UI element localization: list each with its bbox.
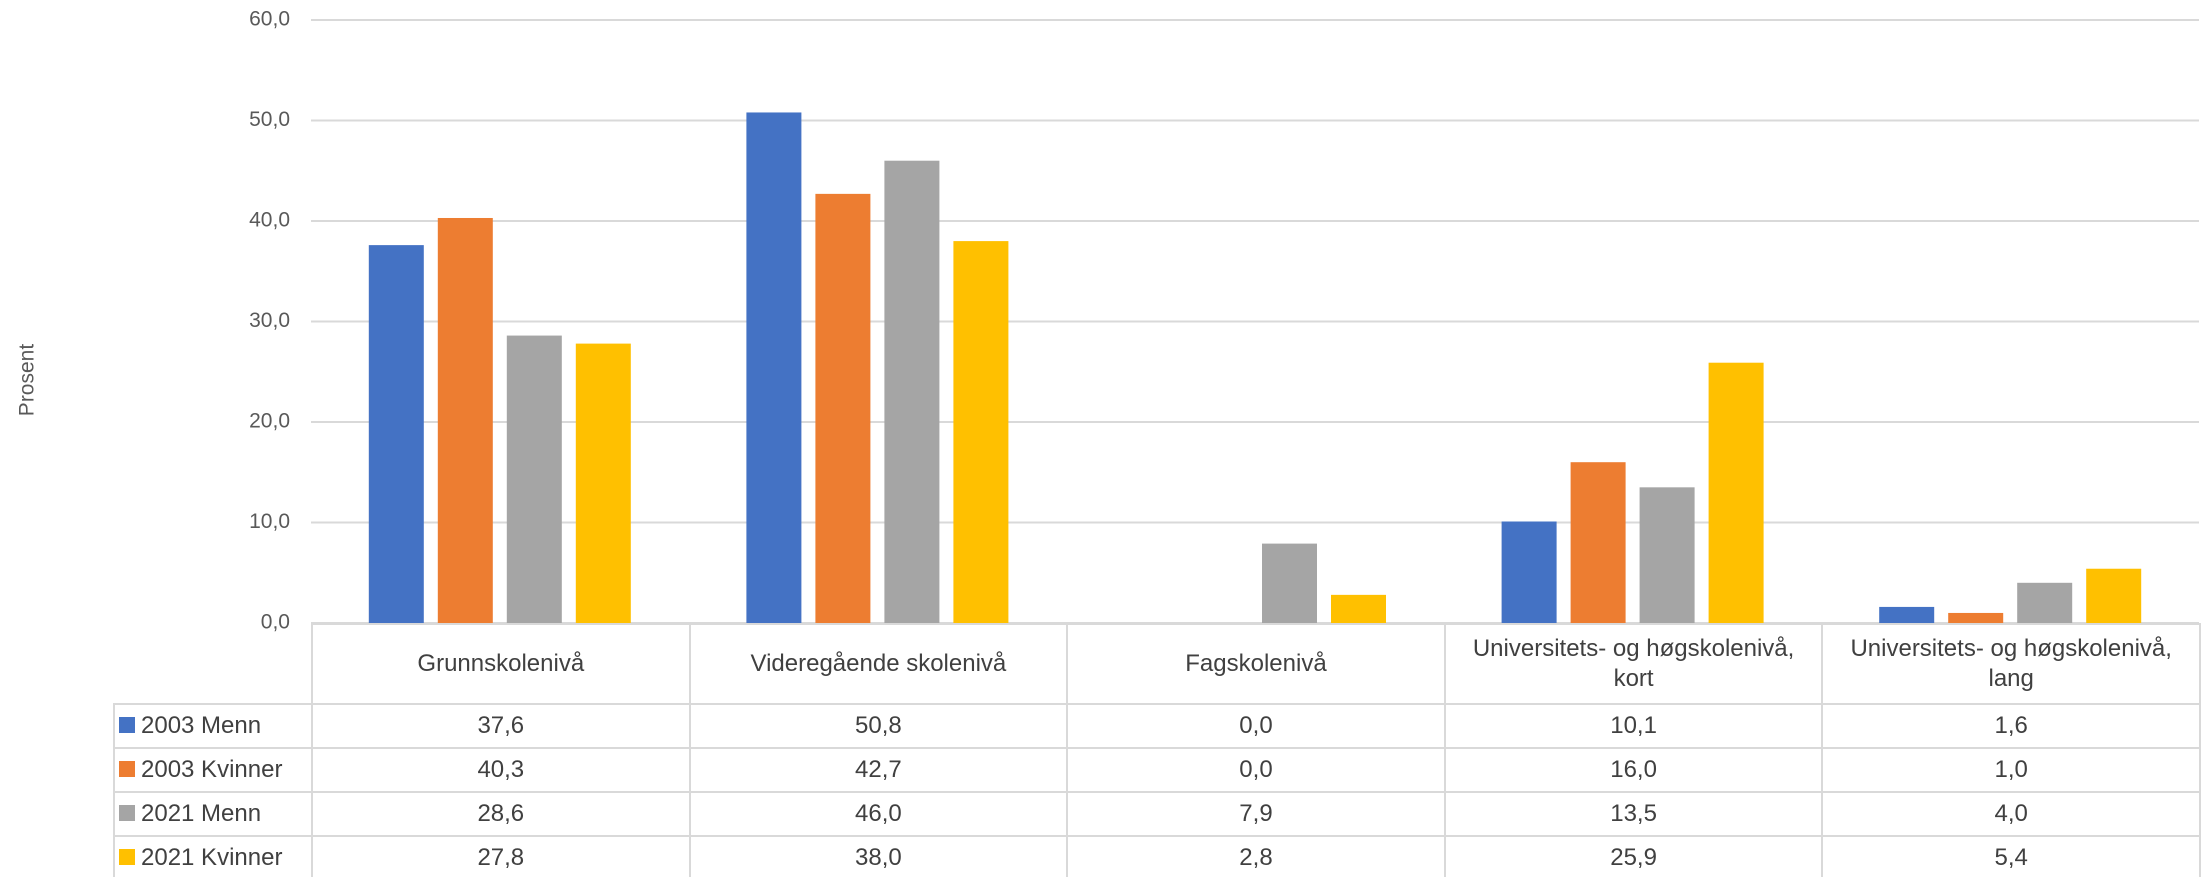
- y-tick-label: 40,0: [249, 209, 290, 232]
- legend-swatch: [119, 849, 135, 865]
- legend-swatch: [119, 805, 135, 821]
- value-label: 50,8: [688, 703, 1069, 749]
- bar: [575, 343, 631, 623]
- value-label: 4,0: [1821, 791, 2201, 837]
- series-row: 2003 Menn 37,6 50,8 0,0 10,1 1,6: [113, 703, 2201, 749]
- bar: [437, 217, 493, 624]
- value-label: 38,0: [688, 835, 1069, 877]
- bar: [368, 245, 424, 623]
- value-label: 46,0: [688, 791, 1069, 837]
- data-table: Grunnskolenivå Videregående skolenivå Fags…: [113, 623, 2201, 877]
- value-label: 40,3: [311, 747, 691, 793]
- category-label: Universitets- og høgskolenivå, lang: [1821, 623, 2201, 705]
- category-label: Universitets- og høgskolenivå, kort: [1443, 623, 1824, 705]
- bar: [1331, 594, 1386, 623]
- value-label: 42,7: [688, 747, 1069, 793]
- legend-entry: 2003 Menn: [113, 703, 313, 749]
- legend-entry: 2003 Kvinner: [113, 747, 313, 793]
- y-tick-label: 30,0: [249, 309, 290, 332]
- bar: [815, 193, 871, 624]
- bar: [506, 335, 562, 623]
- y-tick-label: 50,0: [249, 108, 290, 131]
- y-tick-label: 10,0: [249, 510, 290, 533]
- value-label: 5,4: [1821, 835, 2201, 877]
- bar: [1948, 612, 2004, 623]
- series-row: 2021 Menn 28,6 46,0 7,9 13,5 4,0: [113, 791, 2201, 837]
- legend-label: 2003 Kvinner: [141, 756, 283, 783]
- value-label: 27,8: [311, 835, 691, 877]
- legend-label: 2003 Menn: [141, 712, 262, 739]
- value-label: 28,6: [311, 791, 691, 837]
- legend-entry: 2021 Kvinner: [113, 835, 313, 877]
- bar: [1570, 462, 1626, 623]
- bar: [746, 112, 802, 624]
- y-tick-label: 20,0: [249, 410, 290, 433]
- value-label: 2,8: [1066, 835, 1446, 877]
- category-label: Grunnskolenivå: [311, 623, 691, 705]
- legend-swatch: [119, 717, 135, 733]
- category-label: Fagskolenivå: [1066, 623, 1446, 705]
- bar: [2017, 582, 2073, 623]
- legend-entry: 2021 Menn: [113, 791, 313, 837]
- bar: [1501, 521, 1557, 623]
- value-label: 7,9: [1066, 791, 1446, 837]
- legend-label: 2021 Menn: [141, 800, 262, 827]
- series-row: 2003 Kvinner 40,3 42,7 0,0 16,0 1,0: [113, 747, 2201, 793]
- header-row: Grunnskolenivå Videregående skolenivå Fags…: [114, 623, 2201, 705]
- value-label: 37,6: [311, 703, 691, 749]
- legend-label: 2021 Kvinner: [141, 844, 283, 871]
- bar: [2086, 568, 2142, 623]
- bar: [1262, 543, 1317, 623]
- y-tick-label: 60,0: [249, 8, 290, 31]
- value-label: 0,0: [1066, 703, 1446, 749]
- value-label: 10,1: [1443, 703, 1824, 749]
- value-label: 13,5: [1443, 791, 1824, 837]
- category-label: Videregående skolenivå: [688, 623, 1069, 705]
- value-label: 0,0: [1066, 747, 1446, 793]
- bar: [1708, 362, 1764, 623]
- value-label: 16,0: [1443, 747, 1824, 793]
- value-label: 1,0: [1821, 747, 2201, 793]
- y-axis-label: Prosent: [16, 344, 39, 417]
- series-row: 2021 Kvinner 27,8 38,0 2,8 25,9 5,4: [113, 835, 2201, 877]
- bar: [953, 241, 1009, 623]
- corner: [114, 624, 313, 705]
- value-label: 1,6: [1821, 703, 2201, 749]
- bar: [1639, 487, 1695, 623]
- legend-swatch: [119, 761, 135, 777]
- value-label: 25,9: [1443, 835, 1824, 877]
- bar: [884, 160, 940, 623]
- bar: [1879, 606, 1935, 623]
